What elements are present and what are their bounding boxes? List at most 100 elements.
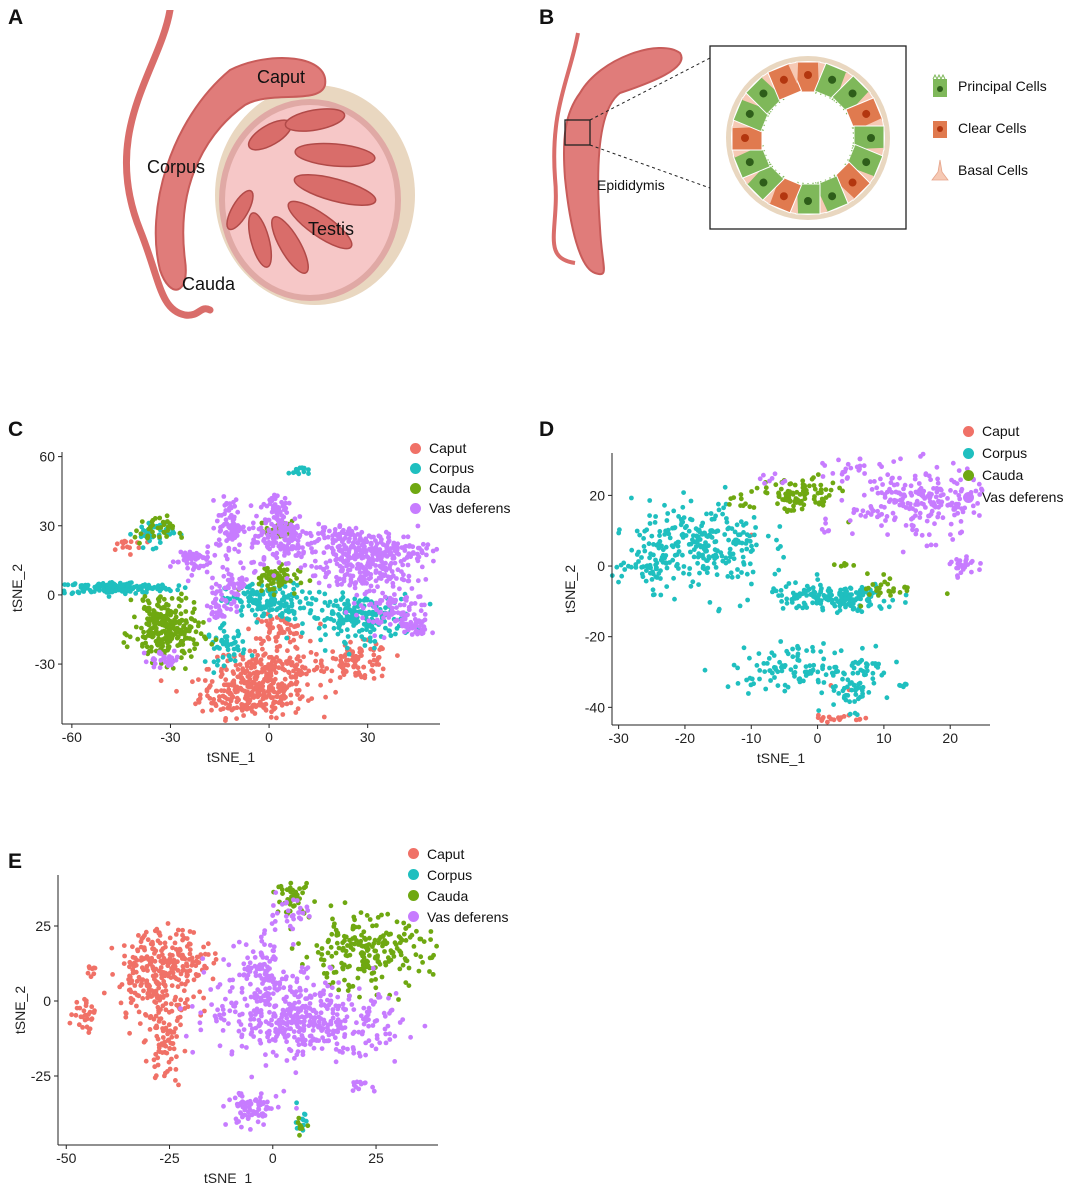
point-vas	[289, 538, 295, 543]
point-vas	[958, 488, 964, 494]
point-vas	[284, 1039, 289, 1045]
point-caput	[252, 711, 258, 716]
point-vas	[332, 1035, 338, 1041]
point-vas	[761, 472, 766, 478]
point-caput	[170, 945, 175, 951]
point-vas	[227, 515, 233, 520]
point-vas	[244, 1101, 250, 1106]
point-vas	[406, 573, 412, 579]
point-vas	[227, 1008, 233, 1014]
point-corpus	[218, 625, 223, 631]
point-corpus	[291, 586, 297, 592]
point-caput	[288, 660, 293, 666]
point-vas	[317, 991, 323, 997]
point-vas	[335, 994, 341, 1000]
point-vas	[324, 565, 330, 570]
point-cauda	[297, 886, 302, 891]
point-cauda	[169, 596, 175, 601]
point-vas	[323, 560, 329, 566]
point-vas	[311, 982, 316, 988]
point-cauda	[298, 580, 304, 586]
point-caput	[204, 687, 210, 693]
point-vas	[343, 1007, 349, 1012]
point-corpus	[853, 688, 858, 693]
point-corpus	[254, 619, 260, 625]
point-vas	[214, 614, 219, 620]
point-cauda	[891, 588, 896, 594]
point-corpus	[729, 574, 735, 580]
point-caput	[145, 968, 150, 973]
x-tick-label: -30	[609, 730, 629, 746]
point-corpus	[340, 590, 346, 596]
point-caput	[262, 651, 268, 657]
point-vas	[307, 1001, 313, 1006]
point-vas	[232, 1095, 238, 1101]
point-caput	[160, 1035, 166, 1040]
point-cauda	[139, 519, 145, 524]
point-cauda	[133, 624, 139, 630]
point-caput	[274, 648, 280, 654]
point-cauda	[172, 617, 177, 623]
point-vas	[271, 944, 277, 950]
point-corpus	[769, 650, 775, 656]
point-caput	[160, 1042, 166, 1048]
point-vas	[284, 974, 289, 980]
point-vas	[322, 525, 328, 530]
point-cauda	[400, 962, 406, 968]
point-cauda	[402, 956, 408, 961]
point-cauda	[151, 533, 157, 539]
point-vas	[248, 1101, 254, 1107]
point-caput	[185, 1004, 191, 1010]
label-testis: Testis	[308, 219, 354, 239]
point-vas	[326, 1032, 332, 1038]
point-caput	[140, 996, 146, 1001]
point-cauda	[397, 940, 403, 946]
point-cauda	[175, 643, 181, 648]
point-corpus	[654, 575, 660, 580]
point-vas	[292, 1034, 297, 1040]
point-corpus	[725, 684, 731, 690]
point-corpus	[686, 542, 692, 547]
point-vas	[373, 563, 378, 568]
point-vas	[391, 540, 397, 546]
point-caput	[368, 646, 373, 652]
point-corpus	[149, 585, 154, 591]
point-vas	[366, 1038, 372, 1044]
point-vas	[356, 986, 362, 991]
point-vas	[369, 1043, 375, 1049]
point-vas	[328, 1021, 334, 1027]
point-vas	[950, 537, 956, 542]
point-vas	[350, 540, 356, 546]
point-vas	[290, 1003, 296, 1009]
point-cauda	[881, 572, 887, 577]
point-corpus	[142, 582, 148, 588]
point-corpus	[352, 596, 358, 602]
point-caput	[162, 940, 168, 946]
point-cauda	[289, 946, 295, 951]
point-vas	[964, 556, 969, 562]
point-cauda	[161, 596, 167, 602]
point-vas	[412, 601, 418, 606]
y-tick-label: -40	[585, 699, 605, 715]
point-vas	[392, 592, 397, 597]
point-corpus	[844, 684, 850, 690]
point-vas	[279, 499, 284, 505]
point-vas	[286, 561, 291, 566]
point-corpus	[879, 672, 885, 678]
x-tick-label: 10	[876, 730, 892, 746]
point-corpus	[819, 690, 825, 696]
point-cauda	[372, 937, 378, 943]
point-corpus	[662, 502, 667, 508]
point-vas	[229, 589, 235, 595]
point-corpus	[322, 623, 328, 629]
point-corpus	[125, 582, 130, 588]
point-corpus	[650, 587, 656, 593]
point-corpus	[727, 550, 733, 556]
point-corpus	[352, 605, 357, 610]
point-corpus	[676, 514, 681, 519]
point-vas	[383, 1031, 389, 1037]
point-vas	[227, 989, 233, 994]
point-caput	[156, 1019, 162, 1024]
point-corpus	[780, 606, 786, 611]
point-vas	[898, 456, 903, 462]
